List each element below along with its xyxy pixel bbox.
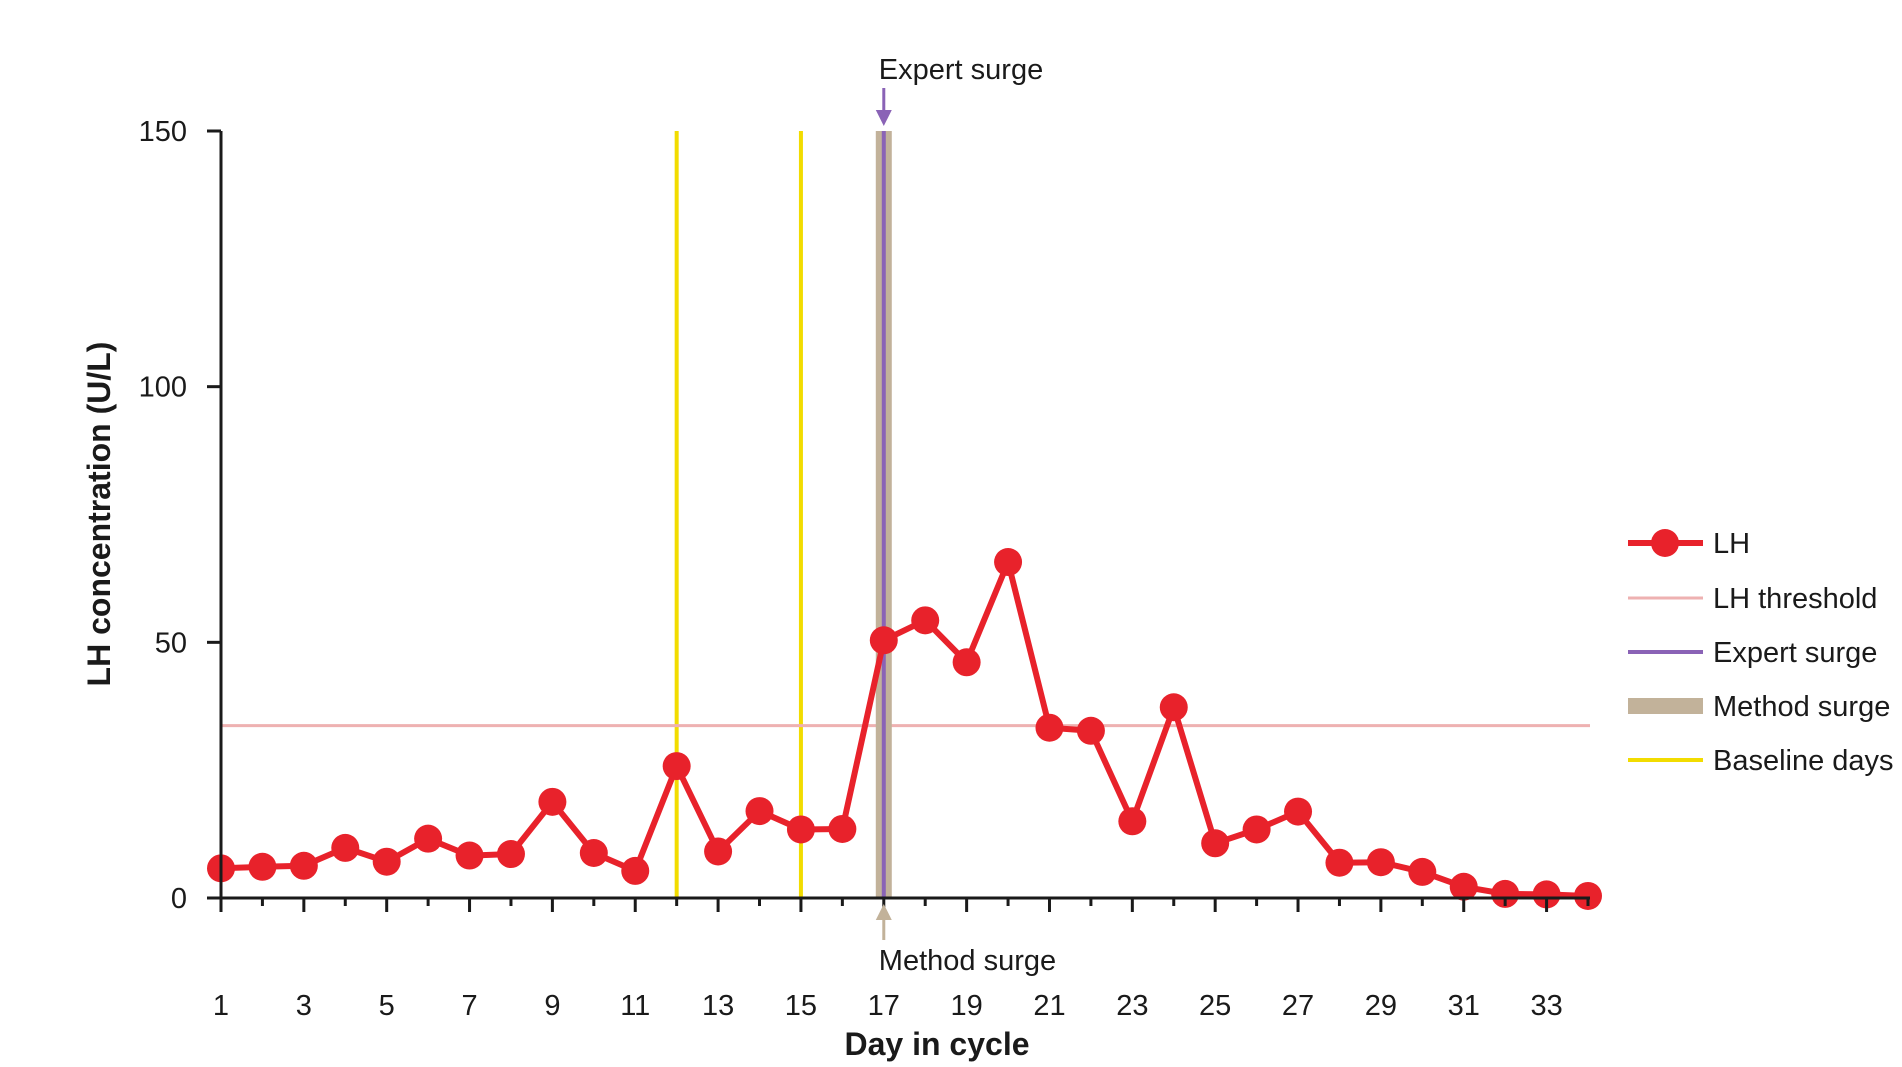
lh-data-point <box>1242 815 1271 844</box>
method-surge-arrow-head <box>875 904 892 920</box>
y-axis-title: LH concentration (U/L) <box>81 342 117 687</box>
x-tick-label: 23 <box>1116 990 1148 1022</box>
lh-data-point <box>1076 716 1105 745</box>
lh-data-point <box>1491 879 1520 908</box>
lh-data-point <box>786 815 815 844</box>
x-tick-label: 13 <box>702 990 734 1022</box>
lh-data-point <box>1325 848 1354 877</box>
x-tick-label: 21 <box>1033 990 1065 1022</box>
legend-label-expert-surge: Expert surge <box>1713 637 1877 669</box>
lh-data-point <box>745 797 774 826</box>
lh-data-point <box>1408 857 1437 886</box>
lh-data-point <box>952 648 981 677</box>
y-tick-label: 150 <box>139 116 187 148</box>
lh-data-point <box>455 841 484 870</box>
lh-data-point <box>538 787 567 816</box>
legend-marker-lh <box>1651 529 1679 557</box>
lh-series <box>207 548 1602 910</box>
x-tick-label: 25 <box>1199 990 1231 1022</box>
expert-surge-annotation: Expert surge <box>879 54 1043 86</box>
legend-label-lh-threshold: LH threshold <box>1713 583 1877 615</box>
lh-data-point <box>1532 880 1561 909</box>
lh-data-point <box>704 837 733 866</box>
baseline-day-lines <box>674 131 803 898</box>
x-tick-label: 19 <box>951 990 983 1022</box>
lh-data-point <box>1574 881 1602 910</box>
legend-label-baseline-days: Baseline days <box>1713 745 1894 777</box>
lh-data-point <box>331 833 360 862</box>
x-tick-label: 29 <box>1365 990 1397 1022</box>
legend-label-lh: LH <box>1713 528 1750 560</box>
lh-data-point <box>1201 829 1230 858</box>
x-tick-label: 27 <box>1282 990 1314 1022</box>
x-tick-label: 3 <box>296 990 312 1022</box>
lh-data-point <box>828 814 857 843</box>
x-axis-title: Day in cycle <box>845 1026 1030 1062</box>
x-tick-label: 11 <box>620 990 650 1022</box>
lh-data-point <box>911 606 940 635</box>
lh-data-point <box>1449 872 1478 901</box>
x-tick-label: 5 <box>379 990 395 1022</box>
method-surge-annotation: Method surge <box>879 945 1056 977</box>
x-tick-label: 15 <box>785 990 817 1022</box>
lh-data-point <box>248 852 277 881</box>
y-tick-label: 0 <box>171 883 187 915</box>
legend: LH LH threshold Expert surge Method surge Ba… <box>1628 528 1894 777</box>
lh-data-point <box>496 840 525 869</box>
x-tick-label: 31 <box>1448 990 1480 1022</box>
lh-series-line <box>220 559 1589 899</box>
lh-data-point <box>1366 848 1395 877</box>
legend-label-method-surge: Method surge <box>1713 691 1890 723</box>
x-tick-label: 1 <box>213 990 229 1022</box>
lh-data-point <box>1159 693 1188 722</box>
x-tick-label: 17 <box>868 990 900 1022</box>
expert-surge-arrow-head <box>875 110 892 126</box>
lh-data-point <box>1118 807 1147 836</box>
x-tick-label: 33 <box>1530 990 1562 1022</box>
lh-data-point <box>372 847 401 876</box>
lh-data-point <box>994 548 1023 577</box>
lh-data-point <box>289 851 318 880</box>
lh-data-point <box>621 856 650 885</box>
lh-data-point <box>1035 713 1064 742</box>
x-tick-label: 9 <box>544 990 560 1022</box>
x-tick-label: 7 <box>461 990 477 1022</box>
lh-data-point <box>1284 797 1313 826</box>
lh-data-point <box>662 752 691 781</box>
lh-data-point <box>414 824 443 853</box>
lh-data-point <box>579 839 608 868</box>
y-tick-label: 100 <box>139 372 187 404</box>
lh-data-point <box>869 626 898 655</box>
y-tick-label: 50 <box>155 627 187 659</box>
surge-annotations: Expert surge Method surge <box>875 54 1056 977</box>
